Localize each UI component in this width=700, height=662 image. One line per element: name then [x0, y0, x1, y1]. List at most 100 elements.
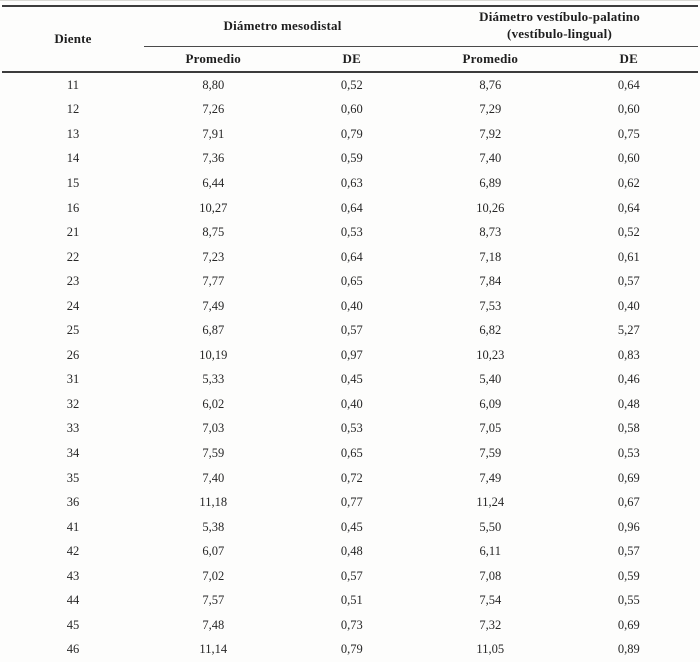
cell-mesodistal-de: 0,60 — [340, 102, 363, 117]
cell-diente: 15 — [66, 175, 80, 190]
cell-mesodistal-de: 0,53 — [340, 225, 363, 240]
cell-vestibulo-de: 0,55 — [617, 593, 640, 608]
cell-vestibulo-de: 0,89 — [617, 642, 640, 657]
table-row: 42 6,07 0,48 6,11 0,57 — [2, 539, 698, 564]
cell-mesodistal-de: 0,48 — [340, 544, 363, 559]
cell-diente: 26 — [66, 347, 80, 362]
cell-diente: 34 — [66, 445, 80, 460]
cell-vestibulo-promedio: 11,24 — [476, 495, 505, 510]
table-row: 16 10,27 0,64 10,26 0,64 — [2, 196, 698, 221]
cell-mesodistal-promedio: 5,38 — [202, 519, 225, 534]
table-row: 23 7,77 0,65 7,84 0,57 — [2, 269, 698, 294]
cell-vestibulo-promedio: 7,92 — [479, 126, 502, 141]
cell-vestibulo-promedio: 10,23 — [476, 347, 505, 362]
cell-vestibulo-promedio: 7,84 — [479, 274, 502, 289]
cell-vestibulo-promedio: 7,59 — [479, 445, 502, 460]
table-body: 11 8,80 0,52 8,76 0,64 12 7,26 0,60 7,29 0,60 13 7,… — [2, 72, 698, 662]
cell-mesodistal-de: 0,77 — [340, 495, 363, 510]
col-group-vestibulo-palatino: Diámetro vestíbulo-palatino (vestíbulo-l… — [421, 6, 699, 47]
table-row: 32 6,02 0,40 6,09 0,48 — [2, 392, 698, 417]
cell-mesodistal-promedio: 8,80 — [202, 77, 225, 92]
cell-mesodistal-de: 0,65 — [340, 274, 363, 289]
cell-mesodistal-promedio: 7,26 — [202, 102, 225, 117]
cell-vestibulo-de: 0,69 — [617, 470, 640, 485]
cell-mesodistal-promedio: 7,49 — [202, 298, 225, 313]
table-header: Diente Diámetro mesodistal Diámetro vest… — [2, 6, 699, 73]
cell-mesodistal-promedio: 7,23 — [202, 249, 225, 264]
cell-vestibulo-promedio: 6,82 — [479, 323, 502, 338]
cell-diente: 16 — [66, 200, 80, 215]
cell-vestibulo-promedio: 7,40 — [479, 151, 502, 166]
cell-vestibulo-promedio: 11,05 — [476, 642, 505, 657]
cell-diente: 46 — [66, 642, 80, 657]
cell-mesodistal-promedio: 7,91 — [202, 126, 225, 141]
cell-vestibulo-de: 0,60 — [617, 151, 640, 166]
cell-mesodistal-de: 0,73 — [340, 617, 363, 632]
cell-diente: 25 — [66, 323, 80, 338]
table-row: 45 7,48 0,73 7,32 0,69 — [2, 613, 698, 638]
cell-mesodistal-promedio: 10,27 — [199, 200, 228, 215]
cell-diente: 42 — [66, 544, 80, 559]
cell-vestibulo-de: 0,57 — [617, 544, 640, 559]
cell-vestibulo-de: 5,27 — [617, 323, 640, 338]
cell-mesodistal-promedio: 8,75 — [202, 225, 225, 240]
table-row: 43 7,02 0,57 7,08 0,59 — [2, 564, 698, 589]
cell-mesodistal-promedio: 6,44 — [202, 175, 225, 190]
table-row: 34 7,59 0,65 7,59 0,53 — [2, 441, 698, 466]
cell-mesodistal-de: 0,64 — [340, 200, 363, 215]
cell-mesodistal-de: 0,40 — [340, 396, 363, 411]
table-row: 12 7,26 0,60 7,29 0,60 — [2, 98, 698, 123]
cell-vestibulo-de: 0,62 — [617, 175, 640, 190]
cell-mesodistal-de: 0,64 — [340, 249, 363, 264]
table-row: 36 11,18 0,77 11,24 0,67 — [2, 490, 698, 515]
cell-diente: 36 — [66, 495, 80, 510]
cell-vestibulo-de: 0,40 — [617, 298, 640, 313]
cell-vestibulo-de: 0,60 — [617, 102, 640, 117]
cell-vestibulo-promedio: 5,50 — [479, 519, 502, 534]
cell-vestibulo-promedio: 6,89 — [479, 175, 502, 190]
cell-vestibulo-promedio: 6,11 — [479, 544, 501, 559]
cell-mesodistal-de: 0,51 — [340, 593, 363, 608]
cell-vestibulo-promedio: 7,49 — [479, 470, 502, 485]
cell-mesodistal-promedio: 7,77 — [202, 274, 225, 289]
cell-mesodistal-promedio: 6,07 — [202, 544, 225, 559]
cell-vestibulo-promedio: 8,76 — [479, 77, 502, 92]
cell-diente: 23 — [66, 274, 80, 289]
cell-mesodistal-promedio: 7,40 — [202, 470, 225, 485]
table-row: 31 5,33 0,45 5,40 0,46 — [2, 368, 698, 393]
cell-diente: 11 — [66, 77, 80, 92]
cell-mesodistal-de: 0,40 — [340, 298, 363, 313]
cell-vestibulo-de: 0,96 — [617, 519, 640, 534]
cell-mesodistal-de: 0,65 — [340, 445, 363, 460]
cell-mesodistal-promedio: 6,87 — [202, 323, 225, 338]
table-row: 21 8,75 0,53 8,73 0,52 — [2, 220, 698, 245]
col-group-mesodistal: Diámetro mesodistal — [144, 6, 422, 47]
col-group-vestibulo-line2: (vestíbulo-lingual) — [507, 26, 612, 42]
table-row: 26 10,19 0,97 10,23 0,83 — [2, 343, 698, 368]
table-row: 35 7,40 0,72 7,49 0,69 — [2, 466, 698, 491]
cell-mesodistal-de: 0,79 — [340, 126, 363, 141]
cell-vestibulo-promedio: 7,29 — [479, 102, 502, 117]
cell-diente: 43 — [66, 568, 80, 583]
table-row: 14 7,36 0,59 7,40 0,60 — [2, 147, 698, 172]
cell-diente: 33 — [66, 421, 80, 436]
cell-mesodistal-promedio: 10,19 — [199, 347, 228, 362]
table-row: 24 7,49 0,40 7,53 0,40 — [2, 294, 698, 319]
cell-vestibulo-promedio: 7,18 — [479, 249, 502, 264]
table-row: 13 7,91 0,79 7,92 0,75 — [2, 122, 698, 147]
table-row: 22 7,23 0,64 7,18 0,61 — [2, 245, 698, 270]
group-header-row: Diente Diámetro mesodistal Diámetro vest… — [2, 6, 699, 73]
cell-mesodistal-de: 0,79 — [340, 642, 363, 657]
cell-mesodistal-de: 0,72 — [340, 470, 363, 485]
cell-mesodistal-promedio: 7,03 — [202, 421, 225, 436]
cell-mesodistal-de: 0,63 — [340, 175, 363, 190]
cell-diente: 13 — [66, 126, 80, 141]
col-header-mesodistal-promedio: Promedio — [144, 46, 283, 73]
cell-vestibulo-promedio: 7,54 — [479, 593, 502, 608]
cell-vestibulo-de: 0,58 — [617, 421, 640, 436]
cell-diente: 32 — [66, 396, 80, 411]
cell-mesodistal-promedio: 7,48 — [202, 617, 225, 632]
cell-vestibulo-promedio: 7,32 — [479, 617, 502, 632]
cell-diente: 12 — [66, 102, 80, 117]
cell-vestibulo-promedio: 7,05 — [479, 421, 502, 436]
